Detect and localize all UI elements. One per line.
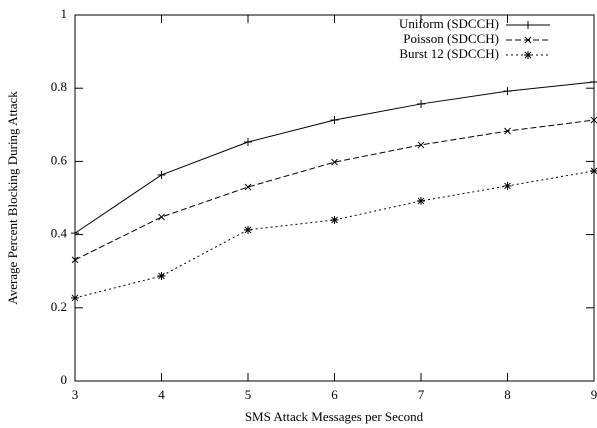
point [157,271,166,280]
y-tick-label: 0 [61,372,68,387]
point [244,138,252,147]
y-tick-label: 0.6 [51,152,68,167]
marker-stroke [331,216,338,224]
point [71,293,79,302]
marker-stroke [244,183,252,191]
y-tick-label: 0.4 [51,226,68,241]
plot-border [74,14,595,382]
legend-marker [524,36,532,44]
x-tick-label: 5 [245,387,252,402]
legend-marker [524,21,532,29]
legend-label: Uniform (SDCCH) [399,16,499,31]
point [244,183,252,191]
point [331,158,338,166]
x-tick-label: 4 [158,387,165,402]
point [157,170,166,179]
point [590,116,597,124]
point [590,77,597,86]
x-tick-label: 9 [591,387,597,402]
y-tick-label: 0.2 [51,299,67,314]
marker-stroke [158,272,165,280]
y-axis-label: Average Percent Blocking During Attack [5,91,20,305]
x-tick-label: 8 [504,387,511,402]
point [244,225,252,234]
marker-stroke [331,158,338,166]
point [503,87,512,96]
point [71,256,79,264]
marker-stroke [71,256,79,264]
series-line [74,170,595,299]
point [158,213,165,221]
marker-stroke [244,226,252,234]
x-tick-label: 6 [331,387,338,402]
point [504,127,511,135]
y-tick-label: 1 [61,6,68,21]
marker-stroke [504,127,511,135]
marker-stroke [71,294,79,302]
point [503,181,512,190]
point [590,166,597,175]
marker-stroke [590,167,597,175]
marker-stroke [417,141,425,149]
marker-stroke [158,213,165,221]
marker-stroke [417,197,425,205]
point [71,229,79,238]
point [417,99,425,108]
marker-stroke [524,51,532,59]
y-tick-label: 0.8 [51,79,67,94]
x-axis-label: SMS Attack Messages per Second [245,409,424,424]
marker-stroke [524,36,532,44]
point [417,141,425,149]
legend-label: Burst 12 (SDCCH) [399,46,499,61]
point [417,196,425,205]
series-line [74,81,595,234]
series-line [74,119,595,261]
x-tick-label: 7 [418,387,425,402]
legend-label: Poisson (SDCCH) [403,31,499,46]
marker-stroke [504,182,511,190]
point [330,116,339,125]
marker-stroke [590,116,597,124]
legend-marker [524,51,532,59]
x-tick-label: 3 [72,387,79,402]
point [330,215,339,224]
